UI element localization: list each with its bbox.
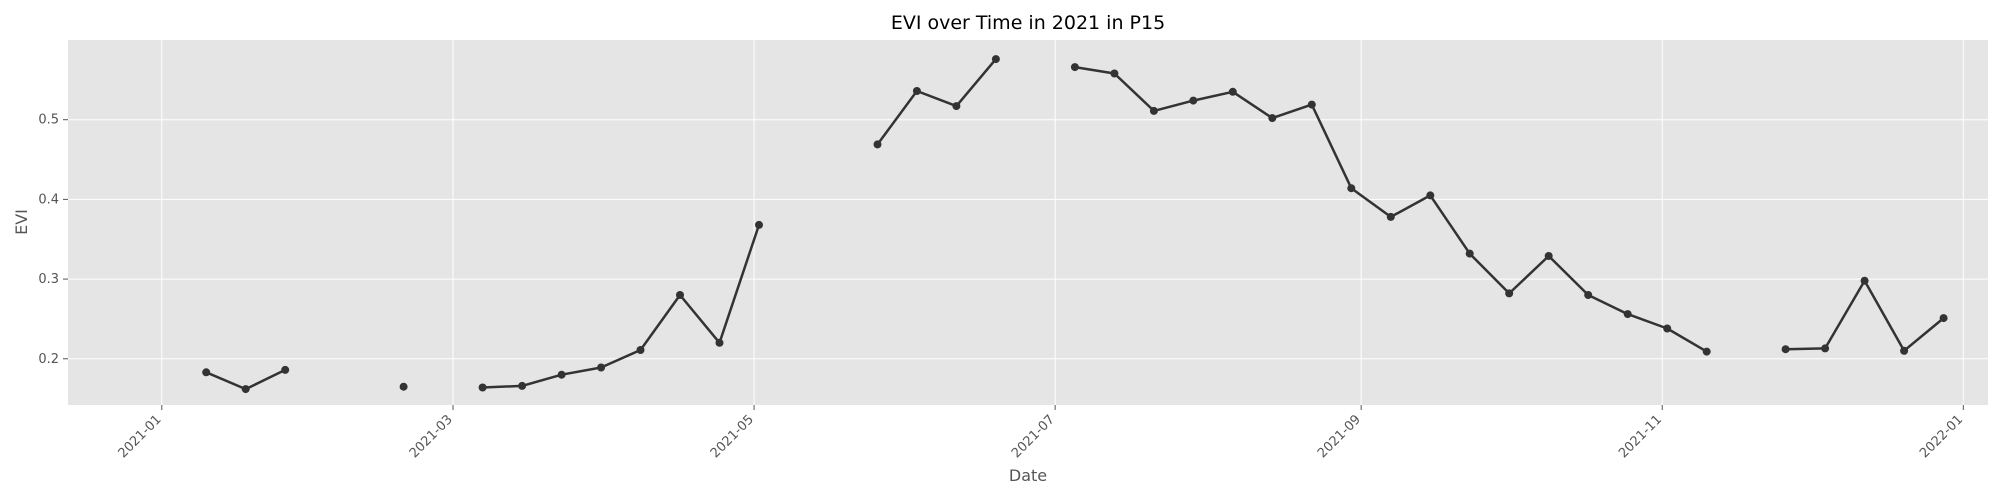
data-point: [1149, 106, 1158, 115]
data-point: [1781, 345, 1790, 354]
data-point: [281, 365, 290, 374]
y-tick-label: 0.3: [38, 272, 59, 287]
data-point: [478, 383, 487, 392]
data-point: [912, 87, 921, 95]
data-point: [636, 346, 645, 354]
series-line-segment: [482, 224, 761, 389]
x-axis-label: Date: [1009, 466, 1047, 485]
plot-area: [68, 40, 1988, 405]
data-point: [202, 368, 211, 377]
x-tick-label: 2021-07: [1009, 412, 1058, 461]
data-point: [1939, 314, 1948, 323]
data-point: [1702, 347, 1711, 356]
data-point: [991, 55, 1000, 64]
data-point: [1544, 252, 1553, 260]
data-point: [557, 370, 566, 379]
x-tick-label: 2022-01: [1917, 412, 1966, 461]
data-point: [1189, 96, 1198, 105]
data-point: [1110, 69, 1119, 78]
data-point: [676, 291, 684, 299]
data-point: [1307, 100, 1316, 109]
data-point: [518, 381, 527, 390]
x-tick-label: 2021-05: [708, 412, 757, 461]
data-point: [1821, 344, 1830, 353]
evi-series: [202, 55, 1948, 394]
data-point: [399, 382, 408, 391]
grid-lines: [68, 40, 1988, 405]
data-point: [1584, 291, 1593, 299]
data-point: [1426, 191, 1435, 200]
data-point: [952, 102, 961, 111]
data-point: [1663, 324, 1672, 333]
x-tick-label: 2021-03: [407, 412, 456, 461]
x-tick-label: 2021-09: [1315, 412, 1364, 461]
data-point: [1860, 276, 1869, 285]
data-point: [1465, 249, 1474, 258]
data-point: [1900, 346, 1909, 355]
data-point: [1623, 310, 1632, 319]
chart-title: EVI over Time in 2021 in P15: [891, 12, 1165, 34]
y-axis-label: EVI: [12, 209, 31, 235]
data-point: [597, 363, 606, 372]
data-point: [241, 385, 250, 394]
data-point: [873, 140, 882, 149]
data-point: [1386, 212, 1395, 221]
y-tick-label: 0.5: [38, 113, 59, 128]
y-axis-ticks: 0.2 0.3 0.4 0.5: [38, 113, 68, 367]
data-point: [755, 220, 763, 229]
x-axis-ticks: 2021-01 2021-03 2021-05 2021-07 2021-09 2021-…: [116, 405, 1966, 461]
data-point: [1505, 289, 1514, 298]
y-tick-label: 0.4: [38, 192, 59, 207]
data-point: [1228, 87, 1237, 96]
data-point: [1070, 63, 1079, 72]
x-tick-label: 2021-01: [116, 412, 165, 461]
data-point: [1268, 114, 1277, 123]
data-point: [1347, 184, 1356, 193]
series-line-segment: [876, 58, 997, 146]
y-tick-label: 0.2: [38, 352, 59, 367]
x-tick-label: 2021-11: [1616, 412, 1665, 461]
data-point: [715, 338, 724, 347]
